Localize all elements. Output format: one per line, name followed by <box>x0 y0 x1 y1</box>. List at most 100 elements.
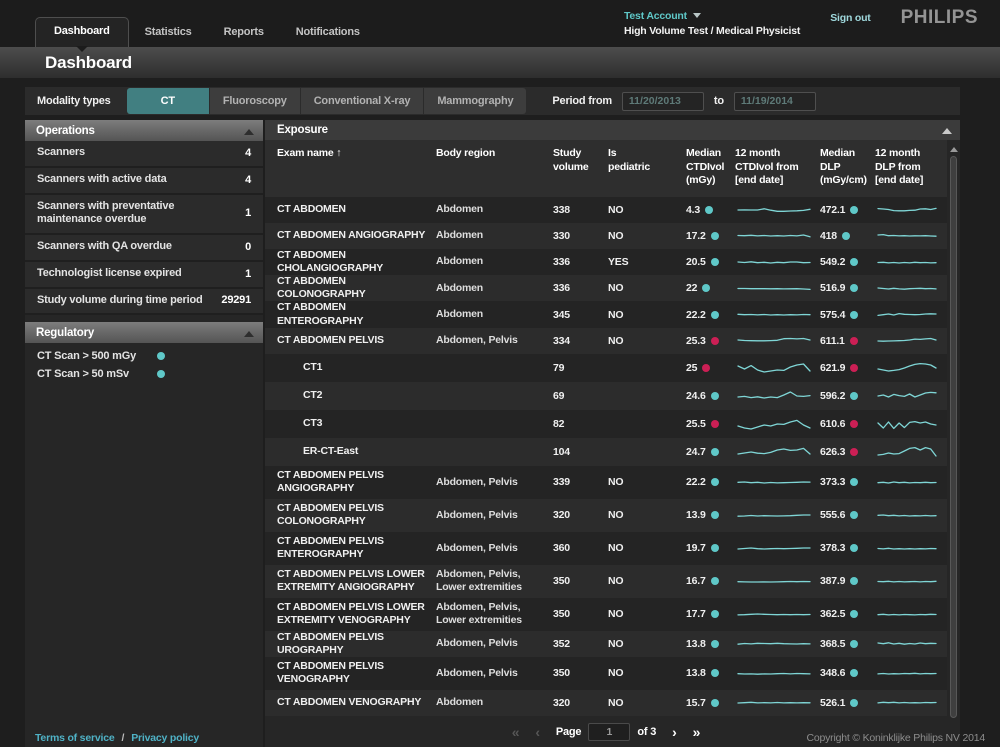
collapse-arrow-icon[interactable] <box>942 123 952 134</box>
exam-row[interactable]: CT ABDOMEN PELVIS VENOGRAPHY Abdomen, Pel… <box>265 656 947 690</box>
status-dot <box>850 310 859 319</box>
exam-name: CT ABDOMEN ANGIOGRAPHY <box>277 229 426 242</box>
exam-name: CT ABDOMEN PELVIS UROGRAPHY <box>277 630 384 656</box>
column-header-7[interactable]: 12 month DLP from [end date] <box>875 147 924 187</box>
status-dot <box>850 698 859 707</box>
exam-row[interactable]: CT ABDOMEN PELVIS COLONOGRAPHY Abdomen, P… <box>265 498 947 532</box>
tab-notifications[interactable]: Notifications <box>295 26 360 38</box>
sparkline-chart <box>737 580 811 583</box>
regulatory-items: CT Scan > 500 mGy CT Scan > 50 mSv <box>25 343 263 383</box>
sparkline-chart <box>877 514 937 517</box>
first-page-button[interactable]: « <box>511 723 520 740</box>
status-dot <box>710 336 719 345</box>
exposure-panel-header[interactable]: Exposure <box>265 120 960 140</box>
tab-statistics[interactable]: Statistics <box>144 26 192 38</box>
exam-row[interactable]: CT ABDOMEN PELVIS ANGIOGRAPHY Abdomen, Pe… <box>265 465 947 499</box>
sign-out-button[interactable]: Sign out <box>830 12 871 24</box>
sparkline-chart <box>737 613 811 616</box>
stat-label: Scanners with QA overdue <box>37 240 172 252</box>
column-header-4[interactable]: Median CTDIvol (mGy) <box>686 147 725 187</box>
median-ctdivol-value: 25 <box>686 361 698 374</box>
modality-button-conventional-x-ray[interactable]: Conventional X-ray <box>300 88 425 114</box>
exam-name: CT ABDOMEN CHOLANGIOGRAPHY <box>277 248 384 275</box>
exam-row[interactable]: CT ABDOMEN PELVIS ENTEROGRAPHY Abdomen, P… <box>265 531 947 565</box>
median-dlp-value: 610.6 <box>820 417 846 430</box>
scanner-row[interactable]: CT2 69 24.6 596.2 <box>265 381 947 410</box>
account-dropdown[interactable]: Test Account <box>624 9 800 24</box>
next-page-button[interactable]: › <box>672 723 677 740</box>
modality-button-fluoroscopy[interactable]: Fluoroscopy <box>209 88 301 114</box>
scanner-row[interactable]: CT3 82 25.5 610.6 <box>265 409 947 438</box>
scrollbar-thumb[interactable] <box>950 156 957 718</box>
is-pediatric: NO <box>608 229 624 242</box>
column-header-5[interactable]: 12 month CTDIvol from [end date] <box>735 147 799 187</box>
collapse-arrow-icon[interactable] <box>244 124 254 135</box>
table-main: Exam name ↑ Body region Study volume Is ped… <box>265 140 947 747</box>
column-header-2[interactable]: Study volume <box>553 147 589 173</box>
modality-button-ct[interactable]: CT <box>126 88 210 114</box>
account-block: Test Account High Volume Test / Medical … <box>624 9 800 38</box>
period-to-input[interactable] <box>733 91 816 111</box>
exam-row[interactable]: CT ABDOMEN COLONOGRAPHY Abdomen 336 NO 22 516… <box>265 275 947 302</box>
study-volume: 352 <box>553 637 570 650</box>
exam-row[interactable]: CT ABDOMEN Abdomen 338 NO 4.3 472.1 <box>265 196 947 223</box>
ctdivol-trend-cell <box>735 666 820 681</box>
column-header-6[interactable]: Median DLP (mGy/cm) <box>820 147 867 187</box>
scanner-row[interactable]: CT1 79 25 621.9 <box>265 353 947 382</box>
sparkline-chart <box>737 702 811 705</box>
prev-page-button[interactable]: ‹ <box>535 723 540 740</box>
median-dlp-cell: 472.1 <box>820 204 875 216</box>
operations-panel-header[interactable]: Operations <box>25 120 263 141</box>
table-body-wrap: Exam name ↑ Body region Study volume Is ped… <box>265 140 960 747</box>
modality-button-mammography[interactable]: Mammography <box>424 88 527 114</box>
column-header-3[interactable]: Is pediatric <box>608 147 650 173</box>
exam-row[interactable]: CT ABDOMEN ANGIOGRAPHY Abdomen 330 NO 17.2 41… <box>265 222 947 249</box>
sparkline-chart <box>877 362 937 372</box>
status-dot <box>710 639 719 648</box>
median-dlp-value: 549.2 <box>820 256 846 269</box>
median-dlp-cell: 611.1 <box>820 335 875 347</box>
table-header-row: Exam name ↑ Body region Study volume Is ped… <box>265 140 947 197</box>
exam-row[interactable]: CT ABDOMEN PELVIS LOWER EXTREMITY VENOGR… <box>265 597 947 631</box>
median-ctdivol-value: 24.6 <box>686 389 706 402</box>
status-dot <box>850 284 859 293</box>
median-dlp-value: 368.5 <box>820 637 846 650</box>
period-from-input[interactable] <box>621 91 704 111</box>
exam-row[interactable]: CT ABDOMEN VENOGRAPHY Abdomen 320 NO 15.7 526… <box>265 689 947 716</box>
tab-dashboard[interactable]: Dashboard <box>35 17 129 52</box>
regulatory-panel-header[interactable]: Regulatory <box>25 322 263 344</box>
terms-of-service-link[interactable]: Terms of service <box>35 732 115 744</box>
median-ctdivol-cell: 25.3 <box>686 335 735 347</box>
scanner-row[interactable]: ER-CT-East 104 24.7 626.3 <box>265 437 947 466</box>
is-pediatric: NO <box>608 334 624 347</box>
study-volume: 330 <box>553 229 570 242</box>
median-dlp-cell: 575.4 <box>820 309 875 321</box>
exam-row[interactable]: CT ABDOMEN CHOLANGIOGRAPHY Abdomen 336 YES 2… <box>265 248 947 276</box>
exam-name: CT ABDOMEN PELVIS ENTEROGRAPHY <box>277 535 384 561</box>
scroll-up-icon[interactable] <box>949 143 958 152</box>
tab-reports[interactable]: Reports <box>223 26 264 38</box>
status-dot <box>850 258 859 267</box>
exam-row[interactable]: CT ABDOMEN PELVIS LOWER EXTREMITY ANGIOG… <box>265 564 947 598</box>
median-dlp-value: 596.2 <box>820 389 846 402</box>
status-dot <box>705 205 713 214</box>
operations-stat-row: Scanners 4 <box>25 141 263 168</box>
column-header-0[interactable]: Exam name ↑ <box>277 147 342 159</box>
privacy-policy-link[interactable]: Privacy policy <box>131 732 200 744</box>
collapse-arrow-icon[interactable] <box>244 326 254 337</box>
operations-stats: Scanners 4 Scanners with active data 4 Scann… <box>25 141 263 316</box>
median-ctdivol-value: 16.7 <box>686 575 706 588</box>
column-header-1[interactable]: Body region <box>436 147 496 159</box>
page-indicator: Page of 3 <box>556 722 656 741</box>
status-dot <box>710 310 719 319</box>
median-ctdivol-cell: 22.2 <box>686 309 735 321</box>
page-number-input[interactable] <box>588 722 631 741</box>
exam-row[interactable]: CT ABDOMEN PELVIS UROGRAPHY Abdomen, Pelv… <box>265 630 947 657</box>
main-tabs: Dashboard Statistics Reports Notifications <box>35 17 376 52</box>
regulatory-label: CT Scan > 50 mSv <box>37 368 129 381</box>
last-page-button[interactable]: » <box>692 723 701 740</box>
exam-row[interactable]: CT ABDOMEN PELVIS Abdomen, Pelvis 334 NO 25.… <box>265 327 947 354</box>
exam-row[interactable]: CT ABDOMEN ENTEROGRAPHY Abdomen 345 NO 22.2 5… <box>265 301 947 328</box>
median-dlp-value: 472.1 <box>820 203 846 216</box>
dlp-trend-cell <box>875 355 947 381</box>
